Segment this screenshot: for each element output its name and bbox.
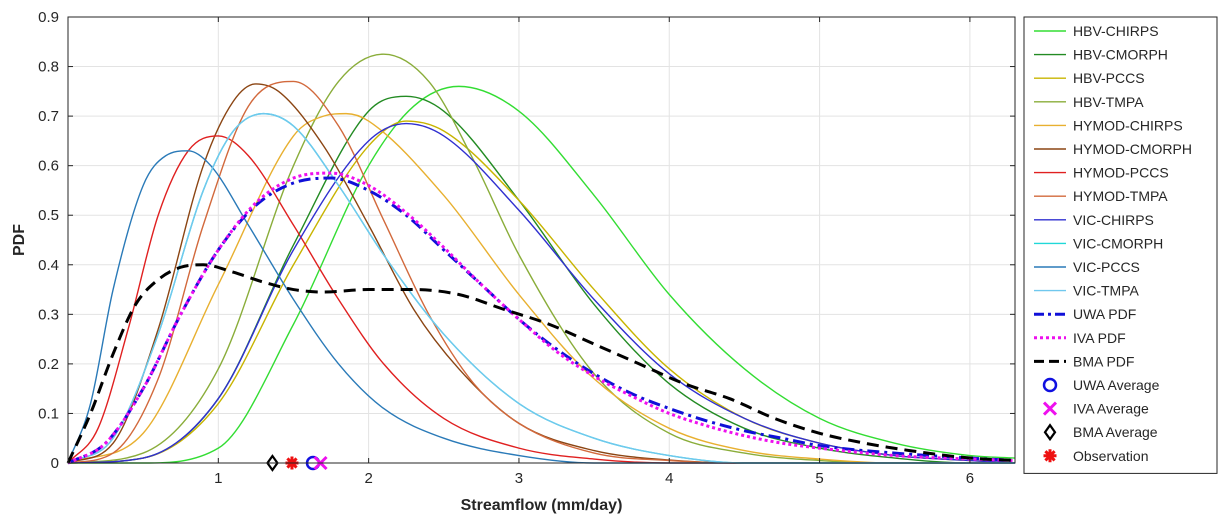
legend-item-observation: Observation [1043,448,1148,464]
legend-item-hymod-pccs: HYMOD-PCCS [1034,165,1169,181]
legend-label: VIC-PCCS [1073,259,1140,275]
x-tick-label: 1 [214,470,222,487]
legend-item-iva-pdf: IVA PDF [1034,330,1126,346]
y-tick-label: 0.3 [38,306,59,323]
series-line-hbv-tmpa [67,53,1015,464]
legend-label: UWA Average [1073,377,1160,393]
legend-label: HYMOD-TMPA [1073,188,1168,204]
legend-item-uwa-average: UWA Average [1042,377,1160,393]
legend-label: HBV-CMORPH [1073,47,1168,63]
y-tick-label: 0.9 [38,9,59,26]
legend-label: IVA PDF [1073,330,1126,346]
legend-label: HBV-CHIRPS [1073,23,1159,39]
y-tick-label: 0.2 [38,356,59,373]
y-tick-label: 0.4 [38,257,59,274]
legend-item-hbv-cmorph: HBV-CMORPH [1034,47,1168,63]
legend-label: BMA PDF [1073,353,1134,369]
legend-label: VIC-TMPA [1073,283,1140,299]
series-line-bma-pdf [66,263,1016,464]
legend-label: IVA Average [1073,401,1149,417]
x-axis-label: Streamflow (mm/day) [461,497,623,514]
legend-item-hymod-tmpa: HYMOD-TMPA [1034,188,1168,204]
legend-marker [1042,377,1058,393]
legend-label: HBV-PCCS [1073,70,1145,86]
legend-label: HYMOD-CHIRPS [1073,117,1183,133]
legend-item-bma-pdf: BMA PDF [1034,353,1134,369]
legend-item-hbv-pccs: HBV-PCCS [1034,70,1145,86]
x-tick-label: 3 [515,470,523,487]
legend-item-vic-cmorph: VIC-CMORPH [1034,235,1163,251]
legend-item-vic-chirps: VIC-CHIRPS [1034,212,1154,228]
y-tick-label: 0.1 [38,405,59,422]
series-line-iva-pdf [67,171,1016,465]
legend-label: VIC-CHIRPS [1073,212,1154,228]
y-tick-label: 0.6 [38,158,59,175]
legend-label: HBV-TMPA [1073,94,1144,110]
legend-item-hbv-chirps: HBV-CHIRPS [1034,23,1159,39]
series-line-hymod-chirps [67,112,1015,464]
legend-marker [1043,449,1057,463]
legend-item-hbv-tmpa: HBV-TMPA [1034,94,1144,110]
legend-item-vic-tmpa: VIC-TMPA [1034,283,1140,299]
legend-label: VIC-CMORPH [1073,235,1163,251]
y-axis-label: PDF [11,224,28,256]
legend-label: UWA PDF [1073,306,1136,322]
legend-marker [1042,401,1058,416]
y-tick-label: 0.8 [38,59,59,76]
x-tick-label: 2 [364,470,372,487]
x-tick-label: 5 [815,470,823,487]
series-line-hbv-chirps [68,85,1016,464]
legend-label: HYMOD-PCCS [1073,165,1169,181]
legend-box [1023,16,1218,474]
grid [68,16,1015,464]
legend-item-iva-average: IVA Average [1042,401,1149,417]
legend-label: BMA Average [1073,424,1158,440]
legend-item-hymod-chirps: HYMOD-CHIRPS [1034,117,1183,133]
y-tick-label: 0.5 [38,207,59,224]
legend-item-vic-pccs: VIC-PCCS [1034,259,1140,275]
legend-item-uwa-pdf: UWA PDF [1034,306,1136,322]
legend-label: Observation [1073,448,1148,464]
axis-ticks: 1 2 3 4 5 6 0 0.1 0.2 0.3 0.4 0.5 0.6 0.7 0.8 0.9 [38,9,1015,487]
legend: HBV-CHIRPS HBV-CMORPH HBV-PCCS HBV-TMPA HYMO… [1023,16,1218,474]
y-tick-label: 0.7 [38,108,59,125]
plot-area-frame [67,16,1016,464]
x-tick-label: 4 [665,470,673,487]
y-tick-label: 0 [51,455,59,472]
legend-item-bma-average: BMA Average [1043,423,1158,442]
legend-label: HYMOD-CMORPH [1073,141,1192,157]
x-tick-label: 6 [966,470,974,487]
legend-marker [1043,423,1057,442]
legend-item-hymod-cmorph: HYMOD-CMORPH [1034,141,1192,157]
